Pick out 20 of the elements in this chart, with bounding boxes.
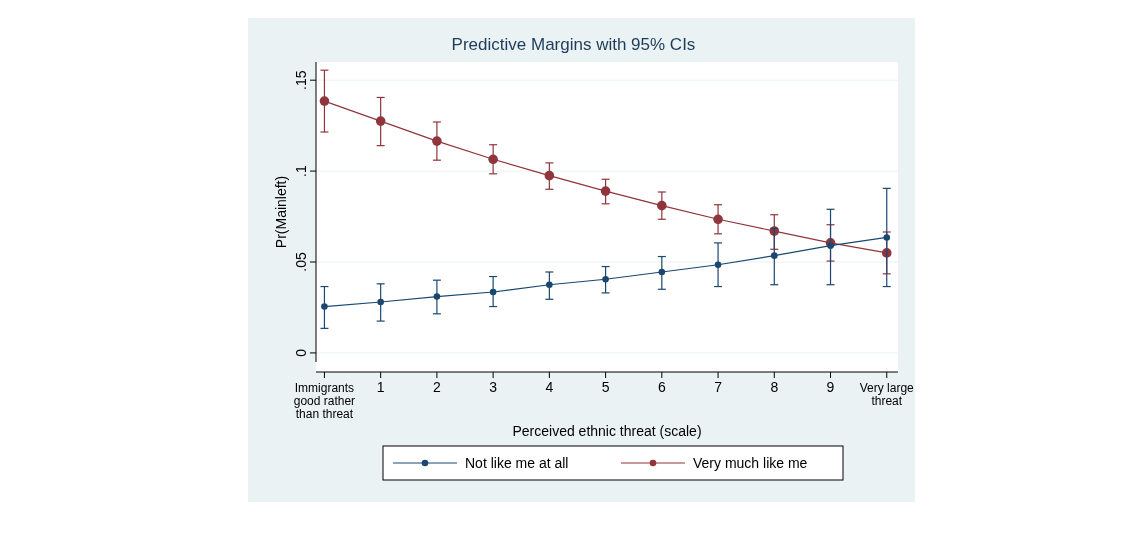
x-tick-label: 3 [489, 379, 498, 395]
x-tick-label: 7 [714, 379, 723, 395]
x-tick-label: Very large threat [859, 381, 915, 408]
y-tick-label: .05 [293, 252, 309, 272]
x-tick-label: 9 [826, 379, 835, 395]
x-tick-label: 4 [545, 379, 554, 395]
y-tick-label: .15 [293, 70, 309, 90]
x-tick-label: 6 [657, 379, 666, 395]
x-tick-label: 5 [601, 379, 610, 395]
x-tick-label: 1 [376, 379, 385, 395]
legend-label: Very much like me [693, 455, 808, 471]
legend-label: Not like me at all [465, 455, 569, 471]
y-axis-title: Pr(Mainleft) [273, 175, 289, 249]
y-tick-label: 0 [293, 348, 309, 357]
x-tick-label: 2 [433, 379, 441, 395]
x-axis-title: Perceived ethnic threat (scale) [512, 423, 702, 439]
chart-title: Predictive Margins with 95% CIs [451, 35, 696, 54]
y-tick-label: .1 [293, 165, 309, 177]
x-tick-label: 8 [770, 379, 779, 395]
x-tick-label: Immigrants good rather than threat [293, 381, 356, 421]
